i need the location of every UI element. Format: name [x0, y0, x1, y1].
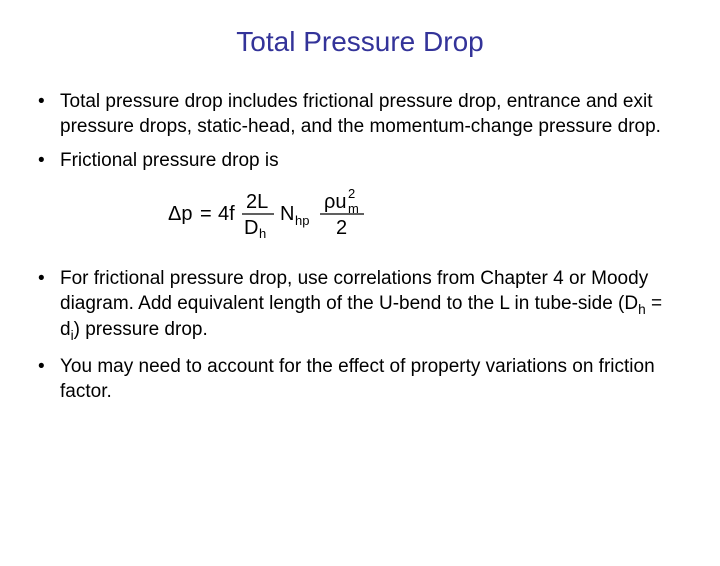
svg-text:2L: 2L — [246, 191, 268, 213]
svg-text:hp: hp — [295, 213, 309, 228]
bullet-list: Total pressure drop includes frictional … — [36, 90, 672, 174]
page-title: Total Pressure Drop — [0, 26, 720, 58]
equation-svg: Δp = 4f 2L D h N hp ρu 2 m 2 — [168, 188, 398, 242]
svg-text:4f: 4f — [218, 203, 235, 225]
content-area: Total pressure drop includes frictional … — [0, 90, 720, 404]
svg-text:Δp: Δp — [168, 203, 192, 225]
svg-text:D: D — [244, 217, 258, 239]
bullet-text: ) pressure drop. — [74, 319, 208, 340]
svg-text:2: 2 — [348, 188, 355, 201]
bullet-text: For frictional pressure drop, use correl… — [60, 268, 648, 314]
bullet-item: Frictional pressure drop is — [36, 149, 672, 174]
svg-text:N: N — [280, 203, 294, 225]
equation-frictional-pressure-drop: Δp = 4f 2L D h N hp ρu 2 m 2 — [168, 188, 672, 247]
bullet-item: For frictional pressure drop, use correl… — [36, 267, 672, 345]
subscript: h — [638, 302, 646, 317]
svg-text:=: = — [200, 203, 212, 225]
svg-text:2: 2 — [336, 217, 347, 239]
svg-text:h: h — [259, 226, 266, 241]
bullet-item: Total pressure drop includes frictional … — [36, 90, 672, 139]
bullet-list-2: For frictional pressure drop, use correl… — [36, 267, 672, 404]
bullet-item: You may need to account for the effect o… — [36, 355, 672, 404]
svg-text:ρu: ρu — [324, 191, 347, 213]
